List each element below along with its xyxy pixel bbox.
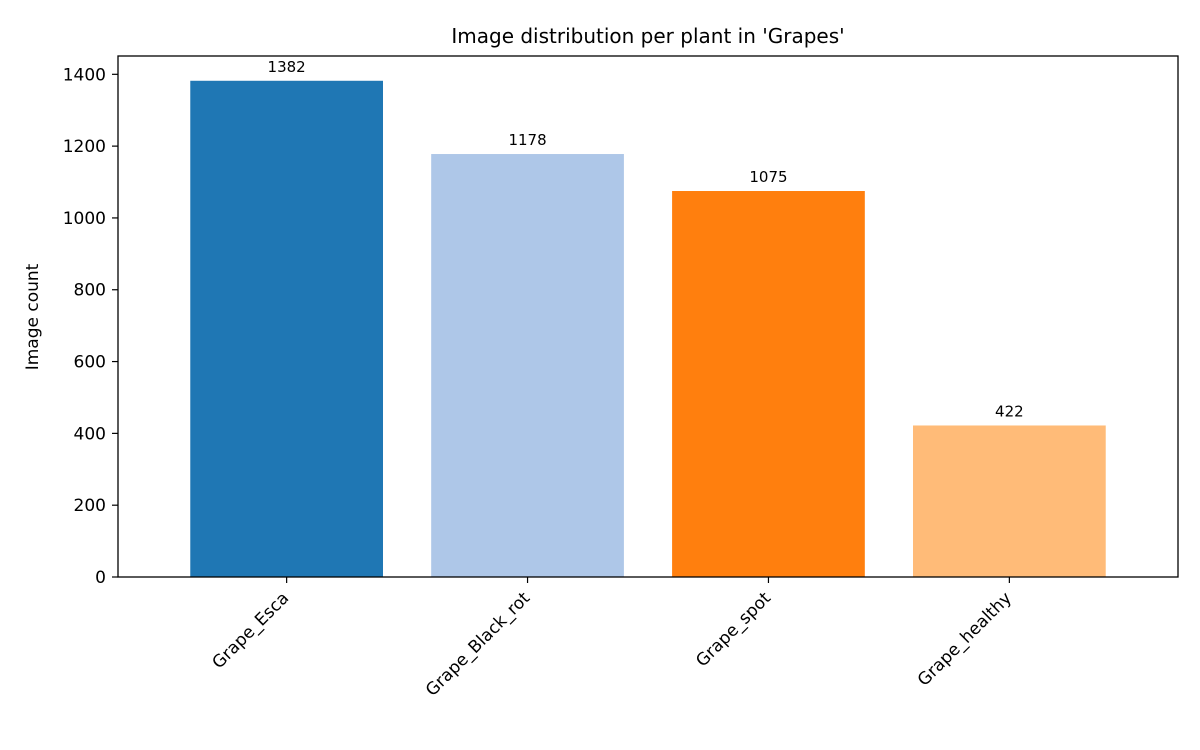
y-axis-label: Image count [23, 263, 43, 370]
y-tick-label: 1000 [63, 209, 106, 229]
y-axis: 0 200 400 600 800 1000 1200 1400 [63, 65, 118, 588]
bar-grape-spot [672, 191, 865, 578]
chart-title: Image distribution per plant in 'Grapes' [451, 24, 844, 48]
x-axis: Grape_Esca Grape_Black_rot Grape_spot Grape… [209, 577, 1016, 700]
bars-layer [190, 80, 1106, 578]
y-tick-label: 0 [95, 568, 106, 588]
bar-value-label: 422 [995, 402, 1024, 420]
bar-grape-healthy [913, 425, 1106, 577]
plot-frame [117, 55, 1179, 578]
y-tick-label: 200 [74, 496, 106, 516]
bar-value-label: 1382 [268, 58, 306, 76]
bar-value-label: 1178 [508, 131, 546, 149]
y-tick-label: 800 [74, 281, 106, 301]
x-tick-label: Grape_healthy [914, 588, 1016, 690]
y-tick-label: 1200 [63, 137, 106, 157]
bar-grape-black-rot [431, 154, 624, 578]
x-tick-label: Grape_Black_rot [422, 588, 534, 700]
bar-value-label: 1075 [749, 168, 787, 186]
y-tick-label: 1400 [63, 65, 106, 85]
x-tick-label: Grape_Esca [209, 588, 294, 673]
y-tick-label: 400 [74, 424, 106, 444]
bar-grape-esca [190, 80, 383, 577]
x-tick-label: Grape_spot [692, 588, 775, 671]
value-labels-layer: 1382 1178 1075 422 [268, 58, 1024, 421]
y-tick-label: 600 [74, 353, 106, 373]
